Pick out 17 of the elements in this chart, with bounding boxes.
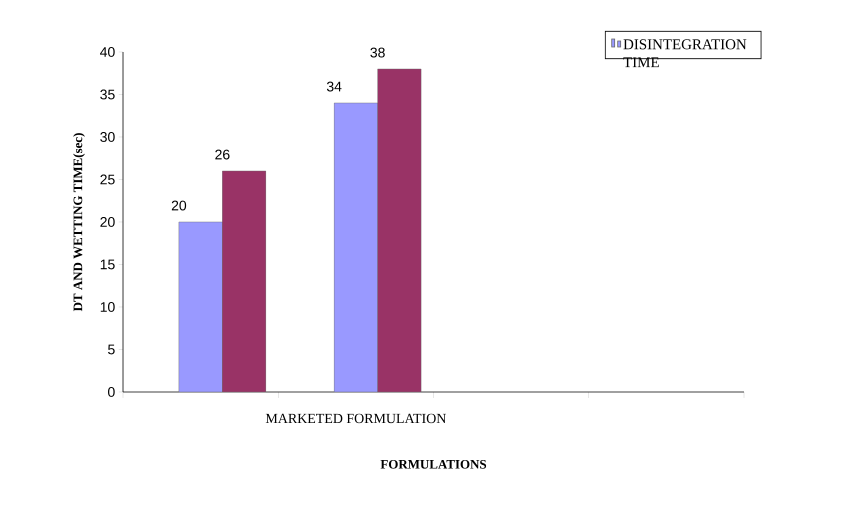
data-label: 34 xyxy=(326,82,342,92)
y-tick-label: 30 xyxy=(100,132,115,142)
y-tick-label: 25 xyxy=(100,174,115,184)
data-label: 20 xyxy=(172,200,186,210)
data-label: 26 xyxy=(215,150,230,160)
x-axis-title: FORMULATIONS xyxy=(380,460,486,469)
y-tick-label: 0 xyxy=(108,387,115,397)
y-axis-title: DT AND WETTING TIME(sec) xyxy=(73,133,85,312)
y-tick-label: 40 xyxy=(100,47,115,57)
y-tick-label: 10 xyxy=(100,302,115,312)
legend-label: DISINTEGRATION TIME xyxy=(623,39,746,68)
y-tick-label: 20 xyxy=(100,217,115,227)
x-tick-label: MARKETED FORMULATION xyxy=(266,414,446,424)
y-tick-label: 35 xyxy=(100,90,115,100)
data-label: 38 xyxy=(370,48,385,58)
y-tick-label: 5 xyxy=(108,344,115,354)
y-tick-label: 15 xyxy=(100,260,115,270)
